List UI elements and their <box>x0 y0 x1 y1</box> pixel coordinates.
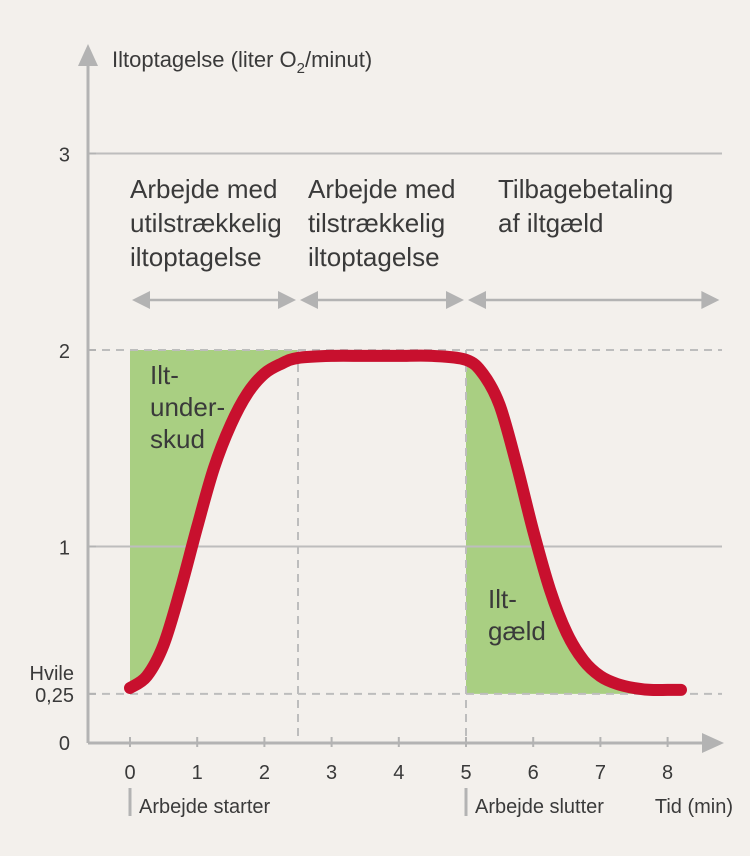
y-axis-label-prefix: Iltoptagelse (liter O <box>112 47 297 72</box>
marker-label-work-end: Arbejde slutter <box>475 796 604 818</box>
area-label-line: gæld <box>488 616 546 646</box>
x-tick-label: 6 <box>528 762 539 784</box>
arrow-right-icon <box>701 291 720 309</box>
phase-arrow <box>132 291 296 309</box>
arrow-right-icon <box>278 291 296 309</box>
text-layer: Iltoptagelse (liter O2/minut)3210,250Hvi… <box>30 47 733 818</box>
y-axis-arrow-icon <box>78 44 98 66</box>
y-axis-label-subscript: 2 <box>297 60 305 77</box>
area-label-line: Ilt- <box>150 360 179 390</box>
y-tick-label: 2 <box>59 341 70 363</box>
x-tick-label: 2 <box>259 762 270 784</box>
x-tick-label: 7 <box>595 762 606 784</box>
phase-title-line: tilstrækkelig <box>308 208 445 238</box>
arrow-right-icon <box>446 291 464 309</box>
curve-layer <box>124 349 687 697</box>
x-tick-label: 0 <box>124 762 135 784</box>
x-axis-label: Tid (min) <box>655 796 733 818</box>
y-tick-label: 0,25 <box>35 685 74 707</box>
arrow-left-icon <box>132 291 150 309</box>
phase-title-line: iltoptagelse <box>308 242 440 272</box>
y-tick-label: 1 <box>59 538 70 560</box>
area-label-line: skud <box>150 424 205 454</box>
x-axis-arrow-icon <box>702 733 724 753</box>
x-tick-label: 8 <box>662 762 673 784</box>
y-axis-label-suffix: /minut) <box>305 47 372 72</box>
oxygen-uptake-curve <box>124 349 687 697</box>
phase-title-line: Tilbagebetaling <box>498 174 673 204</box>
x-tick-label: 1 <box>192 762 203 784</box>
axes-layer <box>78 44 724 816</box>
y-tick-label: 0 <box>59 733 70 755</box>
x-tick-label: 3 <box>326 762 337 784</box>
phase-title-line: Arbejde med <box>308 174 455 204</box>
phase-title-line: af iltgæld <box>498 208 604 238</box>
x-tick-label: 4 <box>393 762 404 784</box>
area-label-line: Ilt- <box>488 584 517 614</box>
phase-arrow <box>300 291 464 309</box>
phase-title-line: iltoptagelse <box>130 242 262 272</box>
arrow-left-icon <box>468 291 486 309</box>
x-tick-label: 5 <box>460 762 471 784</box>
marker-label-work-start: Arbejde starter <box>139 796 271 818</box>
oxygen-debt-area <box>466 359 681 694</box>
phase-title-line: utilstrækkelig <box>130 208 282 238</box>
phase-title-line: Arbejde med <box>130 174 277 204</box>
y-axis-label: Iltoptagelse (liter O2/minut) <box>112 47 372 77</box>
area-label-line: under- <box>150 392 225 422</box>
phase-arrow <box>468 291 720 309</box>
y-tick-label: 3 <box>59 145 70 167</box>
hvile-label: Hvile <box>30 663 74 685</box>
arrow-left-icon <box>300 291 318 309</box>
